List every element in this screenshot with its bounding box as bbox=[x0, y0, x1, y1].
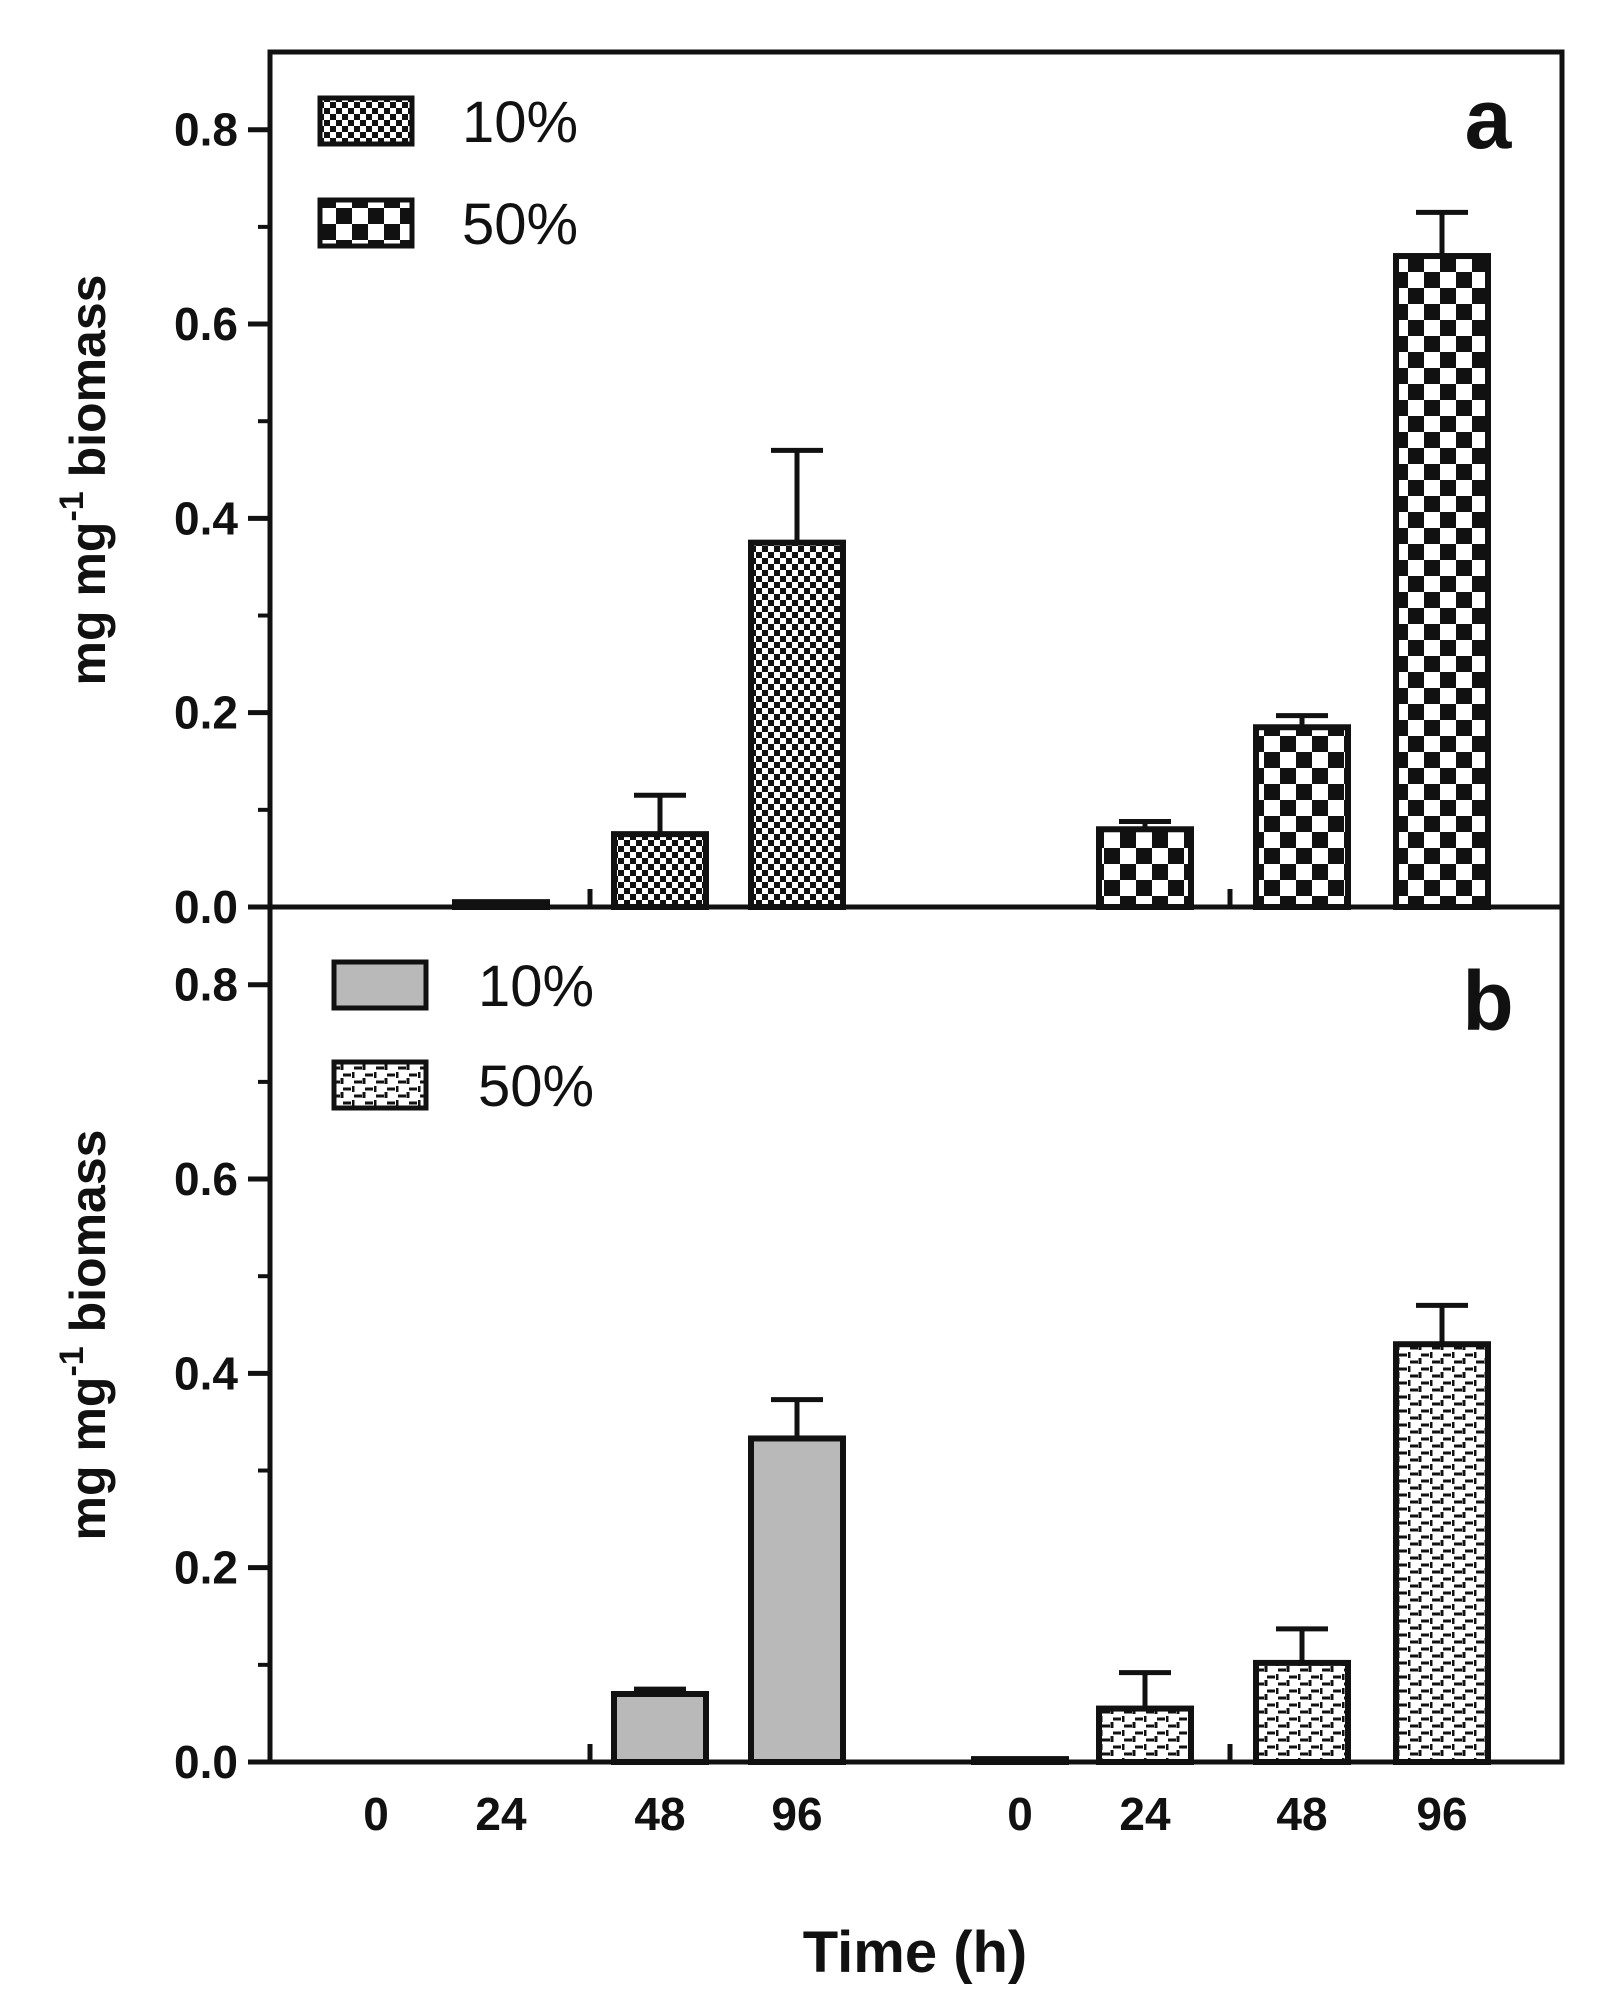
x-tick-label: 0 bbox=[1007, 1788, 1033, 1840]
panel-b-y-axis: 0.0 0.2 0.4 0.6 0.8 bbox=[174, 959, 1233, 1788]
panel-a-frame bbox=[267, 49, 1565, 910]
panel-a: 0.0 0.2 0.4 0.6 0.8 mg mg-1 biomass a 10% 50… bbox=[53, 49, 1565, 933]
x-tick-label: 96 bbox=[771, 1788, 822, 1840]
x-tick-label: 24 bbox=[475, 1788, 527, 1840]
legend-label-50pct: 50% bbox=[478, 1054, 594, 1119]
panel-b-letter: b bbox=[1462, 954, 1513, 1048]
bar-50pct-48h bbox=[1253, 1659, 1351, 1765]
bar-50pct-0h bbox=[971, 1756, 1069, 1765]
y-tick-label: 0.0 bbox=[174, 1736, 238, 1788]
x-tick-label: 0 bbox=[363, 1788, 389, 1840]
bar-50pct-24h bbox=[1096, 1705, 1194, 1765]
y-tick-label: 0.4 bbox=[174, 492, 238, 544]
bar-50pct-24h bbox=[1096, 826, 1194, 910]
x-tick-label: 96 bbox=[1416, 1788, 1467, 1840]
y-tick-label: 0.0 bbox=[174, 881, 238, 933]
x-tick-label: 48 bbox=[1276, 1788, 1327, 1840]
panel-b-legend: 10% 50% bbox=[331, 954, 594, 1119]
legend-swatch-50pct-coarse-check bbox=[317, 197, 415, 249]
panel-b-frame bbox=[267, 904, 1565, 1765]
bar-50pct-96h bbox=[1393, 253, 1491, 910]
panel-b-bars bbox=[611, 1302, 1491, 1766]
y-tick-label: 0.6 bbox=[174, 1153, 238, 1205]
y-tick-label: 0.6 bbox=[174, 298, 238, 350]
panel-a-y-axis: 0.0 0.2 0.4 0.6 0.8 bbox=[174, 104, 1233, 933]
bar-10pct-96h bbox=[748, 539, 846, 910]
bar-10pct-96h bbox=[748, 1435, 846, 1765]
legend-label-10pct: 10% bbox=[478, 954, 594, 1019]
panel-a-legend: 10% 50% bbox=[317, 90, 578, 257]
panel-b: 0.0 0.2 0.4 0.6 0.8 mg mg-1 biomass b 10% 50… bbox=[53, 904, 1565, 1788]
x-axis-label: Time (h) bbox=[803, 1920, 1028, 1985]
legend-swatch-10pct-gray bbox=[331, 959, 429, 1011]
y-tick-label: 0.4 bbox=[174, 1347, 238, 1399]
x-tick-label: 48 bbox=[634, 1788, 685, 1840]
bar-50pct-96h bbox=[1393, 1341, 1491, 1766]
bar-10pct-48h bbox=[611, 1690, 709, 1766]
panel-a-y-axis-label: mg mg-1 biomass bbox=[53, 275, 116, 686]
legend-label-10pct: 10% bbox=[462, 90, 578, 155]
panel-a-bars bbox=[452, 209, 1491, 910]
panel-b-y-axis-label: mg mg-1 biomass bbox=[53, 1130, 116, 1541]
bar-10pct-48h bbox=[611, 831, 709, 910]
legend-swatch-50pct-dash-grid bbox=[331, 1059, 429, 1111]
x-axis-tick-labels: 0 24 48 96 0 24 48 96 bbox=[363, 1788, 1467, 1840]
x-tick-label: 24 bbox=[1119, 1788, 1171, 1840]
legend-swatch-10pct-fine-check bbox=[317, 95, 415, 147]
y-tick-label: 0.8 bbox=[174, 959, 238, 1011]
y-tick-label: 0.2 bbox=[174, 687, 238, 739]
panel-a-letter: a bbox=[1465, 72, 1513, 166]
legend-label-50pct: 50% bbox=[462, 192, 578, 257]
y-tick-label: 0.8 bbox=[174, 104, 238, 156]
bar-50pct-48h bbox=[1253, 724, 1351, 910]
y-tick-label: 0.2 bbox=[174, 1542, 238, 1594]
